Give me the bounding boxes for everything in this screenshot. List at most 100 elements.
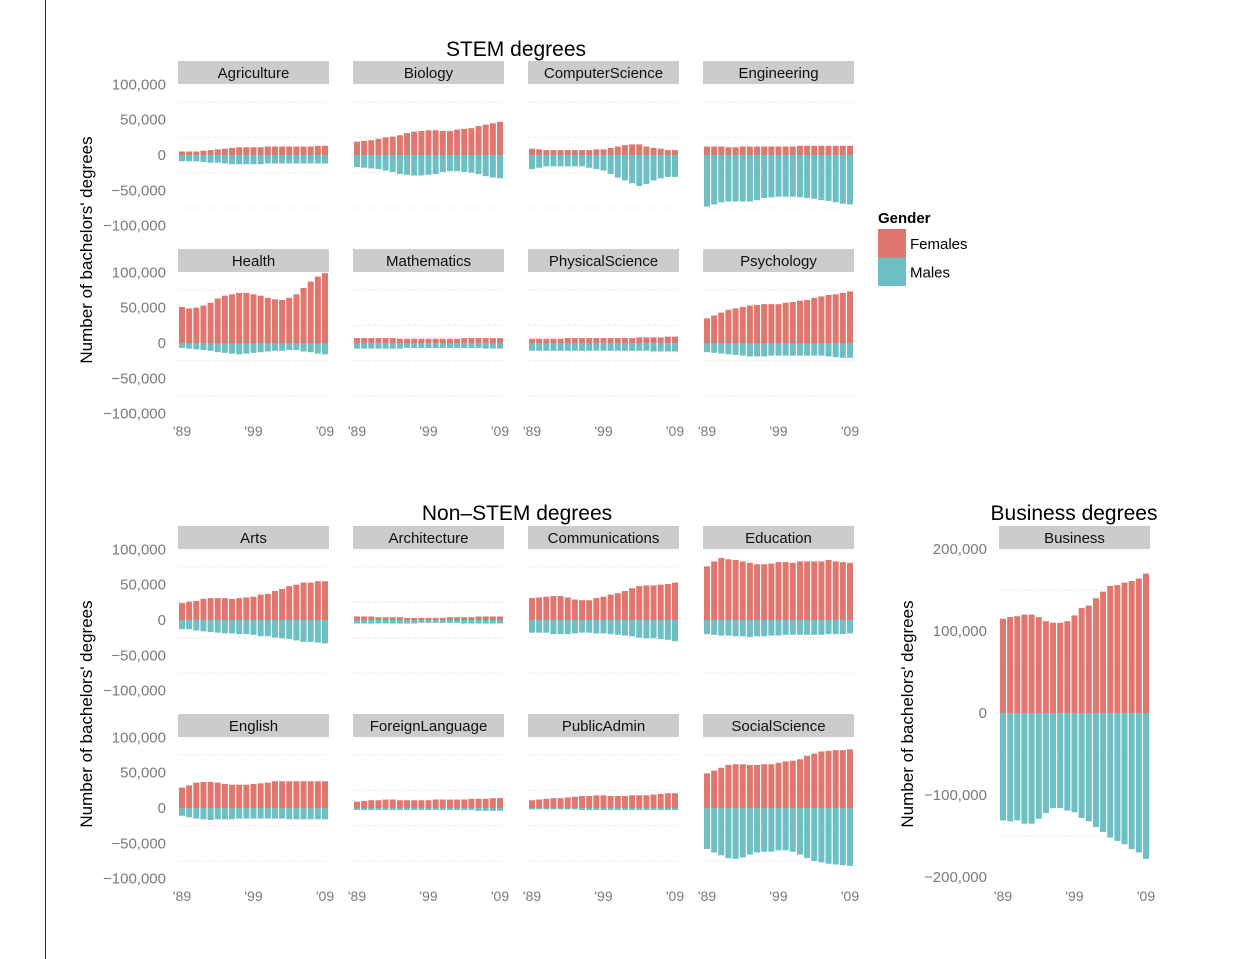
bar-females-1991 — [718, 146, 725, 155]
bar-males-2004 — [286, 155, 293, 164]
bar-females-1998 — [1064, 621, 1071, 713]
y-tick-label: 0 — [979, 705, 987, 722]
bar-females-2002 — [796, 759, 803, 808]
bar-females-1998 — [243, 597, 250, 620]
bar-males-1992 — [725, 343, 732, 355]
bar-males-1990 — [536, 620, 543, 633]
bar-males-2000 — [1078, 713, 1085, 818]
bar-females-1996 — [229, 598, 236, 620]
bar-males-1994 — [214, 155, 221, 163]
bar-females-2007 — [482, 616, 489, 620]
bar-females-2008 — [314, 276, 321, 343]
bar-males-1998 — [418, 620, 425, 623]
bar-females-2007 — [657, 584, 664, 620]
bar-females-2000 — [432, 799, 439, 808]
bar-females-1993 — [382, 137, 389, 155]
bar-females-1994 — [389, 617, 396, 620]
bar-males-2000 — [607, 620, 614, 635]
bar-females-1990 — [711, 315, 718, 343]
bar-females-1989 — [179, 151, 185, 155]
bar-females-1994 — [389, 799, 396, 808]
bar-males-1992 — [725, 155, 732, 202]
bar-females-1999 — [1071, 615, 1078, 713]
bar-females-2006 — [475, 798, 482, 808]
bar-females-1996 — [579, 795, 586, 808]
bar-males-1993 — [382, 155, 389, 171]
x-tick-label: '99 — [244, 888, 262, 904]
bar-females-1999 — [775, 562, 782, 620]
bar-males-1998 — [768, 808, 775, 852]
bar-males-2006 — [650, 808, 657, 811]
bar-females-1998 — [593, 338, 600, 343]
bar-females-1996 — [754, 304, 761, 343]
bar-females-2008 — [314, 581, 321, 620]
bar-females-2004 — [461, 128, 468, 155]
bar-females-1993 — [732, 764, 739, 808]
bar-females-2002 — [796, 300, 803, 343]
x-tick-label: '99 — [419, 888, 437, 904]
bar-females-1992 — [200, 781, 207, 808]
bar-females-2007 — [307, 781, 314, 808]
bar-females-2007 — [832, 750, 839, 808]
bar-males-1998 — [243, 808, 250, 819]
facet-label: Arts — [240, 530, 267, 547]
bar-females-2007 — [657, 148, 664, 155]
y-tick-label: 50,000 — [120, 300, 166, 317]
bar-females-1997 — [586, 338, 593, 343]
bar-females-1999 — [600, 338, 607, 343]
bar-males-2006 — [300, 808, 307, 820]
bar-females-1997 — [236, 784, 243, 808]
bar-females-2009 — [672, 150, 678, 155]
facet-label: Health — [232, 253, 275, 270]
bar-females-1992 — [200, 305, 207, 343]
bar-males-2005 — [643, 808, 650, 811]
facet-label: ForeignLanguage — [370, 718, 488, 735]
bar-females-1992 — [1021, 614, 1028, 713]
bar-females-1991 — [1014, 616, 1021, 713]
bar-males-2003 — [279, 343, 286, 351]
bar-males-2007 — [832, 808, 839, 865]
bar-males-1997 — [411, 808, 418, 811]
bar-females-2001 — [1085, 605, 1092, 713]
bar-females-1989 — [1000, 618, 1006, 713]
bar-males-1992 — [550, 155, 557, 167]
bar-females-1991 — [368, 338, 375, 343]
bar-males-1995 — [396, 620, 403, 624]
x-tick-label: '89 — [698, 423, 716, 439]
bar-females-2007 — [657, 793, 664, 808]
bar-males-1997 — [411, 620, 418, 624]
facet-strip — [178, 714, 329, 737]
bar-females-1997 — [761, 564, 768, 620]
facet-label: PublicAdmin — [562, 718, 645, 735]
bar-males-1997 — [1057, 713, 1064, 809]
bar-males-2007 — [482, 620, 489, 624]
bar-males-2006 — [300, 343, 307, 352]
bar-males-2006 — [475, 808, 482, 811]
x-tick-label: '09 — [1137, 888, 1155, 904]
bar-females-2002 — [796, 561, 803, 620]
bar-females-2000 — [257, 147, 264, 155]
bar-males-2008 — [664, 808, 671, 811]
bar-females-2004 — [461, 617, 468, 620]
bar-males-1994 — [564, 808, 571, 810]
bar-females-2004 — [636, 144, 643, 155]
bar-females-2002 — [621, 338, 628, 343]
bar-males-2005 — [293, 808, 300, 820]
bar-females-1989 — [179, 306, 185, 343]
bar-females-1997 — [761, 764, 768, 808]
bar-females-2004 — [286, 146, 293, 155]
y-tick-label: −100,000 — [103, 683, 166, 700]
bar-males-2002 — [1092, 713, 1099, 827]
bar-females-1989 — [704, 318, 710, 343]
facet-socialscience: SocialScience '89 '99 '09 — [698, 714, 859, 904]
bar-males-1994 — [1035, 713, 1042, 819]
y-tick-label: −50,000 — [111, 647, 166, 664]
bar-males-1999 — [1071, 713, 1078, 813]
bar-males-2009 — [497, 343, 503, 349]
bar-males-1994 — [214, 620, 221, 633]
bar-females-1997 — [411, 617, 418, 620]
bar-males-1990 — [711, 620, 718, 635]
bar-females-1999 — [775, 762, 782, 808]
facet-label: ComputerScience — [544, 65, 663, 82]
bar-males-1990 — [536, 343, 543, 351]
